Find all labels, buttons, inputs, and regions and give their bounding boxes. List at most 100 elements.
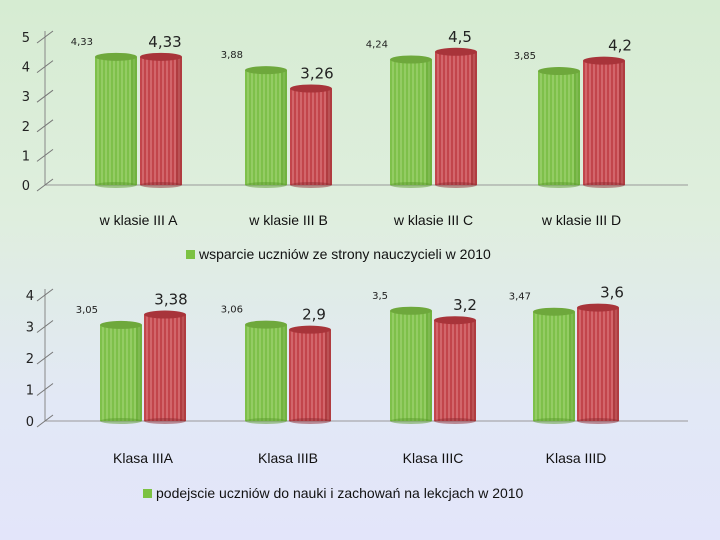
bar-top bbox=[538, 67, 580, 76]
bar-red bbox=[289, 325, 331, 424]
y-tick-label: 1 bbox=[22, 149, 30, 164]
bar-top bbox=[434, 316, 476, 325]
bar-top bbox=[245, 320, 287, 329]
bar-bottom bbox=[583, 182, 625, 188]
bar-top bbox=[95, 52, 137, 61]
y-tick-label: 2 bbox=[26, 352, 34, 367]
bar-shade bbox=[471, 51, 477, 185]
bar-body bbox=[533, 311, 575, 421]
bar-bottom bbox=[538, 182, 580, 188]
y-tick-label: 4 bbox=[22, 61, 30, 76]
bar-body bbox=[290, 88, 332, 185]
bar-green bbox=[390, 306, 432, 424]
bar-green bbox=[100, 320, 142, 424]
category-label: Klasa IIIA bbox=[113, 450, 174, 466]
bar-bottom bbox=[390, 182, 432, 188]
data-label-green: 4,24 bbox=[366, 39, 388, 50]
legend-label: wsparcie uczniów ze strony nauczycieli w… bbox=[198, 246, 491, 262]
y-tick-mark bbox=[36, 30, 54, 44]
bar-body bbox=[538, 71, 580, 185]
bar-bottom bbox=[144, 418, 186, 424]
data-label-red: 3,6 bbox=[600, 284, 624, 302]
data-label-red: 2,9 bbox=[302, 306, 326, 324]
bar-green bbox=[245, 320, 287, 424]
bar-green bbox=[390, 55, 432, 188]
bar-shade bbox=[136, 324, 142, 421]
category-label: w klasie III B bbox=[248, 212, 328, 228]
bar-bottom bbox=[289, 418, 331, 424]
bar-top bbox=[577, 303, 619, 312]
y-tick-label: 2 bbox=[22, 120, 30, 135]
y-tick-mark bbox=[36, 288, 54, 302]
category-label: Klasa IIIC bbox=[403, 450, 464, 466]
bar-green bbox=[538, 67, 580, 188]
bar-shade bbox=[470, 320, 476, 421]
data-label-red: 3,2 bbox=[453, 296, 477, 314]
bar-shade bbox=[326, 88, 332, 185]
y-tick-mark bbox=[36, 89, 54, 103]
data-label-green: 4,33 bbox=[71, 37, 93, 48]
data-label-green: 3,06 bbox=[221, 305, 243, 316]
data-label-red: 4,5 bbox=[448, 28, 472, 46]
bar-body bbox=[144, 314, 186, 421]
bar-bottom bbox=[290, 182, 332, 188]
bar-green bbox=[95, 52, 137, 188]
data-label-green: 3,85 bbox=[514, 51, 536, 62]
bar-shade bbox=[619, 60, 625, 185]
category-label: Klasa IIIB bbox=[258, 450, 318, 466]
bar-bottom bbox=[95, 182, 137, 188]
bar-red bbox=[577, 303, 619, 424]
data-label-red: 3,26 bbox=[300, 65, 333, 83]
bar-bottom bbox=[140, 182, 182, 188]
bar-shade bbox=[325, 329, 331, 421]
y-tick-mark bbox=[36, 320, 54, 333]
bar-top bbox=[245, 66, 287, 75]
bar-shade bbox=[176, 56, 182, 185]
y-tick-label: 0 bbox=[26, 415, 34, 430]
bar-body bbox=[95, 56, 137, 185]
data-label-red: 3,38 bbox=[154, 291, 187, 309]
bar-shade bbox=[281, 70, 287, 185]
bar-top bbox=[533, 307, 575, 316]
category-label: Klasa IIID bbox=[546, 450, 607, 466]
bar-shade bbox=[131, 56, 137, 185]
bar-body bbox=[435, 51, 477, 185]
bar-top bbox=[435, 47, 477, 56]
data-label-red: 4,2 bbox=[608, 37, 632, 55]
bar-bottom bbox=[533, 418, 575, 424]
chart-1: 0 1 2 3 4 5 4,33 4,33 w klasie III A 3,88 3,26 w kl… bbox=[22, 28, 688, 262]
bar-body bbox=[100, 324, 142, 421]
data-label-green: 3,47 bbox=[509, 292, 531, 303]
y-tick-label: 3 bbox=[22, 90, 30, 105]
legend-swatch bbox=[143, 489, 152, 498]
bar-shade bbox=[180, 314, 186, 421]
bar-green bbox=[245, 66, 287, 188]
bar-body bbox=[434, 320, 476, 421]
bar-red bbox=[583, 56, 625, 188]
y-tick-label: 1 bbox=[26, 384, 34, 399]
y-tick-mark bbox=[36, 351, 54, 365]
bar-body bbox=[583, 60, 625, 185]
y-tick-label: 3 bbox=[26, 321, 34, 336]
chart-2: 0 1 2 3 4 3,05 3,38 Klasa IIIA 3,06 2,9 Klasa IIIB… bbox=[26, 284, 688, 501]
bar-shade bbox=[613, 307, 619, 421]
bar-bottom bbox=[390, 418, 432, 424]
category-label: w klasie III A bbox=[99, 212, 178, 228]
bar-bottom bbox=[577, 418, 619, 424]
bar-shade bbox=[426, 59, 432, 185]
bar-shade bbox=[569, 311, 575, 421]
bar-red bbox=[144, 310, 186, 424]
y-tick-mark bbox=[36, 178, 54, 192]
bar-body bbox=[390, 59, 432, 185]
bar-body bbox=[140, 56, 182, 185]
bar-body bbox=[245, 70, 287, 185]
bar-top bbox=[390, 306, 432, 315]
category-label: w klasie III C bbox=[393, 212, 473, 228]
bar-top bbox=[144, 310, 186, 319]
y-tick-label: 5 bbox=[22, 31, 30, 46]
data-label-green: 3,5 bbox=[372, 291, 388, 302]
bar-bottom bbox=[245, 418, 287, 424]
category-label: w klasie III D bbox=[541, 212, 621, 228]
y-tick-mark bbox=[36, 383, 54, 396]
